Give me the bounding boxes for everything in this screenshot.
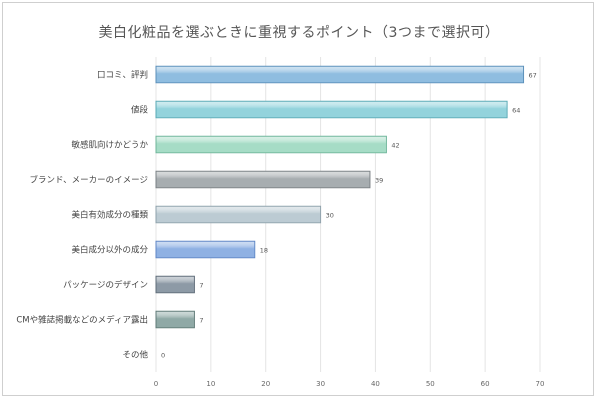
- value-label: 7: [199, 317, 203, 325]
- category-label: 敏感肌向けかどうか: [71, 140, 148, 151]
- value-label: 18: [260, 247, 268, 255]
- x-tick-labels: 0 10 20 30 40 50 60 70: [154, 380, 545, 388]
- x-tick-label: 60: [481, 380, 490, 388]
- chart-title: 美白化粧品を選ぶときに重視するポイント（3つまで選択可）: [98, 25, 500, 41]
- bar-highlight: [156, 311, 194, 328]
- bar-highlight: [156, 66, 524, 83]
- bar-highlight: [156, 276, 194, 293]
- x-tick-label: 30: [316, 380, 325, 388]
- bar-highlight: [156, 136, 386, 153]
- value-labels: 67 64 42 39 30 18 7 7 0: [161, 72, 537, 360]
- value-label: 64: [512, 107, 520, 115]
- value-label: 0: [161, 352, 165, 360]
- bar-highlight: [156, 241, 255, 258]
- x-tick-label: 40: [371, 380, 380, 388]
- category-label: ブランド、メーカーのイメージ: [30, 175, 149, 186]
- x-tick-label: 20: [261, 380, 270, 388]
- category-label: CMや雑誌掲載などのメディア露出: [16, 315, 148, 326]
- category-label: その他: [122, 350, 148, 361]
- bar-highlight: [156, 101, 507, 118]
- value-label: 39: [375, 177, 383, 185]
- value-label: 67: [529, 72, 537, 80]
- category-label: 値段: [131, 105, 149, 116]
- bars: [155, 65, 525, 329]
- category-label: 口コミ、評判: [97, 70, 148, 81]
- x-tick-label: 10: [206, 380, 215, 388]
- category-labels: 口コミ、評判値段敏感肌向けかどうかブランド、メーカーのイメージ美白有効成分の種類…: [16, 70, 148, 361]
- category-label: 美白有効成分の種類: [71, 210, 148, 221]
- category-label: パッケージのデザイン: [63, 280, 148, 291]
- x-tick-label: 50: [426, 380, 435, 388]
- x-tick-label: 0: [154, 380, 158, 388]
- category-label: 美白成分以外の成分: [71, 245, 148, 256]
- value-label: 42: [391, 142, 399, 150]
- value-label: 7: [199, 282, 203, 290]
- value-label: 30: [326, 212, 334, 220]
- bar-highlight: [156, 171, 370, 188]
- x-tick-label: 70: [536, 380, 545, 388]
- bar-highlight: [156, 206, 321, 223]
